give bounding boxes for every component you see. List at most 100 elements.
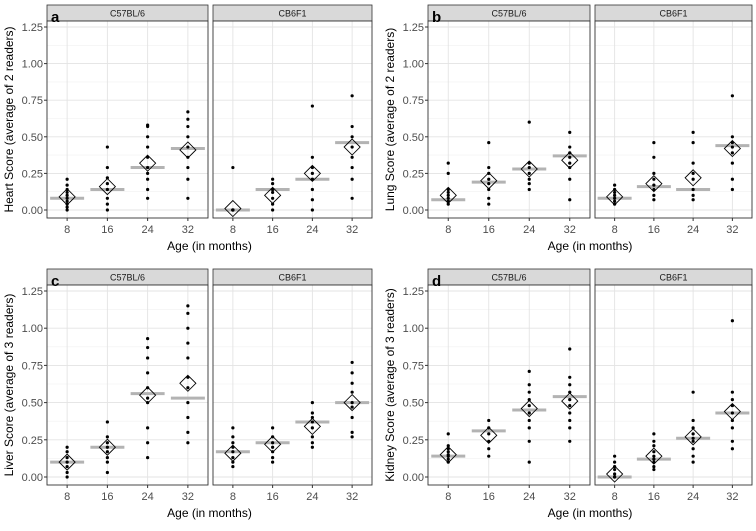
data-point (527, 390, 531, 394)
data-point (271, 456, 275, 460)
data-point (613, 472, 617, 476)
data-point (568, 151, 572, 155)
data-point (271, 426, 275, 430)
data-point (527, 369, 531, 373)
data-point (186, 401, 190, 405)
data-point (487, 202, 491, 206)
data-point (568, 198, 572, 202)
panel-letter: a (51, 9, 60, 26)
facet-0: C57BL/6 8 16 24 32 (427, 4, 591, 236)
y-tick-label: 1.00 (22, 59, 43, 71)
facet-strip-label: CB6F1 (278, 9, 306, 19)
data-point (568, 398, 572, 402)
y-tick-label: 0.75 (403, 95, 424, 107)
data-point (691, 130, 695, 135)
panel-border (212, 20, 373, 219)
data-point (350, 145, 354, 149)
facet-strip-label: CB6F1 (278, 273, 306, 283)
data-point (652, 155, 656, 159)
data-point (146, 441, 150, 445)
data-point (691, 418, 695, 423)
data-point (310, 445, 314, 449)
data-point (730, 418, 734, 423)
data-point (568, 165, 572, 170)
data-point (146, 345, 150, 350)
data-point (487, 454, 491, 458)
mean-diamond (303, 417, 322, 436)
data-point (146, 456, 150, 460)
data-point (271, 202, 275, 206)
data-point (271, 460, 275, 464)
data-point (271, 196, 275, 200)
panel-border (594, 284, 753, 486)
data-point (691, 141, 695, 145)
data-point (105, 187, 109, 192)
data-point (730, 390, 734, 394)
data-point (65, 460, 69, 464)
y-tick-label: 1.00 (22, 323, 43, 335)
data-point (186, 341, 190, 345)
data-point (271, 208, 275, 212)
data-point (186, 304, 190, 308)
y-tick-label: 0.25 (22, 168, 43, 180)
data-point (730, 398, 734, 402)
data-point (65, 202, 69, 206)
data-point (350, 177, 354, 181)
data-point (487, 141, 491, 145)
data-point (186, 124, 190, 129)
data-point (527, 165, 531, 170)
data-point (310, 401, 314, 405)
x-tick-label: 24 (523, 491, 535, 503)
x-tick-label: 16 (101, 224, 113, 236)
data-point (105, 450, 109, 454)
x-tick-label: 16 (101, 491, 113, 503)
data-point (186, 117, 190, 121)
data-point (691, 193, 695, 197)
data-point (310, 198, 314, 202)
x-tick-label: 8 (230, 224, 236, 236)
panel-border (212, 284, 373, 486)
y-axis-title: Liver Score (average of 3 readers) (2, 294, 16, 477)
data-point (527, 439, 531, 443)
data-point (271, 445, 275, 449)
data-point (186, 110, 190, 114)
chart-b: 0.00 0.25 0.50 0.75 1.00 1.25 Lung Score (aver… (383, 4, 753, 253)
data-point (446, 202, 450, 206)
data-point (568, 155, 572, 159)
data-point (350, 155, 354, 159)
data-point (613, 187, 617, 192)
data-point (310, 441, 314, 445)
data-point (527, 177, 531, 181)
data-point (65, 187, 69, 192)
x-tick-label: 24 (687, 491, 699, 503)
data-point (691, 426, 695, 430)
data-point (652, 432, 656, 436)
data-point (186, 135, 190, 139)
data-point (730, 94, 734, 98)
mean-diamond (561, 392, 579, 410)
x-tick-label: 32 (726, 224, 738, 236)
data-point (568, 418, 572, 423)
mean-diamond (263, 186, 282, 204)
y-tick-label: 0.00 (403, 205, 424, 217)
data-point (613, 193, 617, 197)
data-point (613, 454, 617, 458)
y-tick-label: 0.50 (403, 132, 424, 144)
data-point (105, 470, 109, 475)
panel-background (213, 21, 372, 218)
data-point (105, 165, 109, 170)
data-point (446, 432, 450, 436)
facet-0: C57BL/6 8 16 24 32 (427, 268, 591, 503)
y-tick-label: 1.25 (403, 286, 424, 298)
data-point (527, 120, 531, 124)
data-point (231, 165, 235, 170)
panel-background (595, 285, 752, 485)
data-point (652, 450, 656, 454)
data-point (527, 383, 531, 387)
data-point (310, 208, 314, 212)
mean-diamond (98, 438, 117, 456)
data-point (231, 435, 235, 439)
data-point (487, 182, 491, 186)
data-point (186, 177, 190, 181)
facet-strip-label: C57BL/6 (491, 273, 526, 283)
